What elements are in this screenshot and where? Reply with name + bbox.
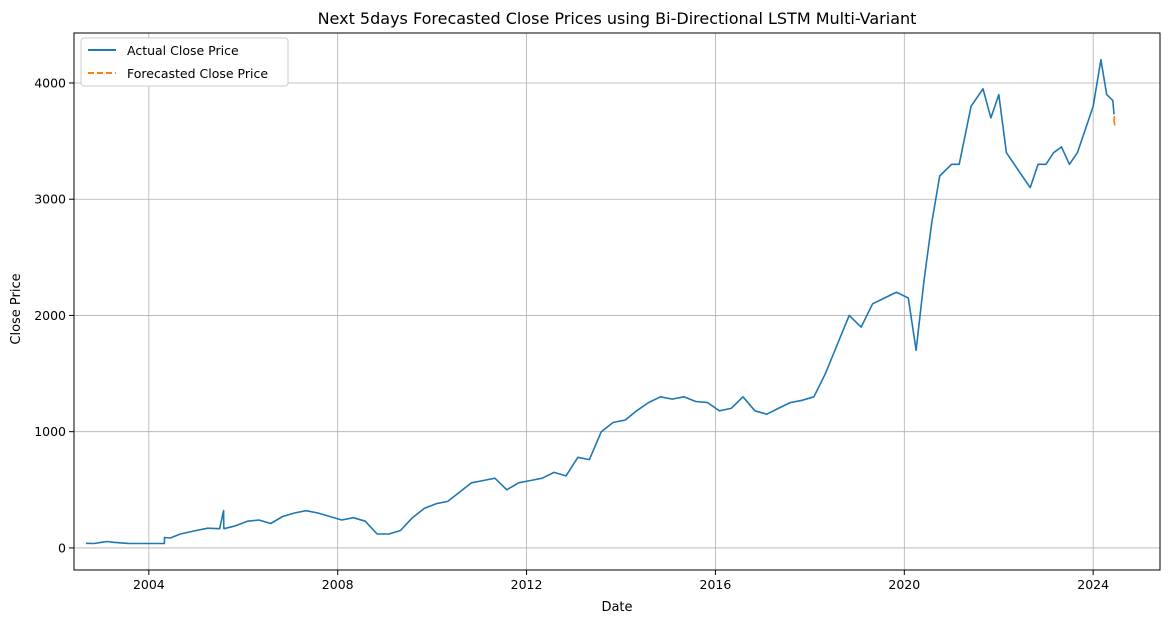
x-axis-label: Date bbox=[601, 600, 632, 615]
legend-label-forecast: Forecasted Close Price bbox=[127, 66, 268, 81]
y-axis-label: Close Price bbox=[9, 273, 24, 344]
y-tick-label: 2000 bbox=[34, 308, 66, 323]
x-tick-label: 2016 bbox=[700, 577, 732, 592]
grid-lines bbox=[74, 33, 1160, 570]
series-actual-close-line bbox=[86, 60, 1114, 544]
x-axis: 2004 2008 2012 2016 2020 2024 bbox=[133, 570, 1109, 592]
y-axis: 0 1000 2000 3000 4000 bbox=[34, 75, 74, 555]
y-tick-label: 4000 bbox=[34, 75, 66, 90]
plot-frame bbox=[74, 33, 1160, 570]
y-tick-label: 1000 bbox=[34, 424, 66, 439]
plot-area bbox=[86, 60, 1115, 544]
x-tick-label: 2020 bbox=[888, 577, 920, 592]
x-tick-label: 2004 bbox=[133, 577, 165, 592]
legend: Actual Close Price Forecasted Close Pric… bbox=[81, 38, 288, 86]
series-forecast-close-line bbox=[1114, 117, 1115, 125]
x-tick-label: 2008 bbox=[322, 577, 354, 592]
x-tick-label: 2024 bbox=[1077, 577, 1109, 592]
y-tick-label: 0 bbox=[58, 540, 66, 555]
y-tick-label: 3000 bbox=[34, 192, 66, 207]
chart-title: Next 5days Forecasted Close Prices using… bbox=[318, 9, 917, 28]
legend-label-actual: Actual Close Price bbox=[127, 43, 239, 58]
x-tick-label: 2012 bbox=[511, 577, 543, 592]
